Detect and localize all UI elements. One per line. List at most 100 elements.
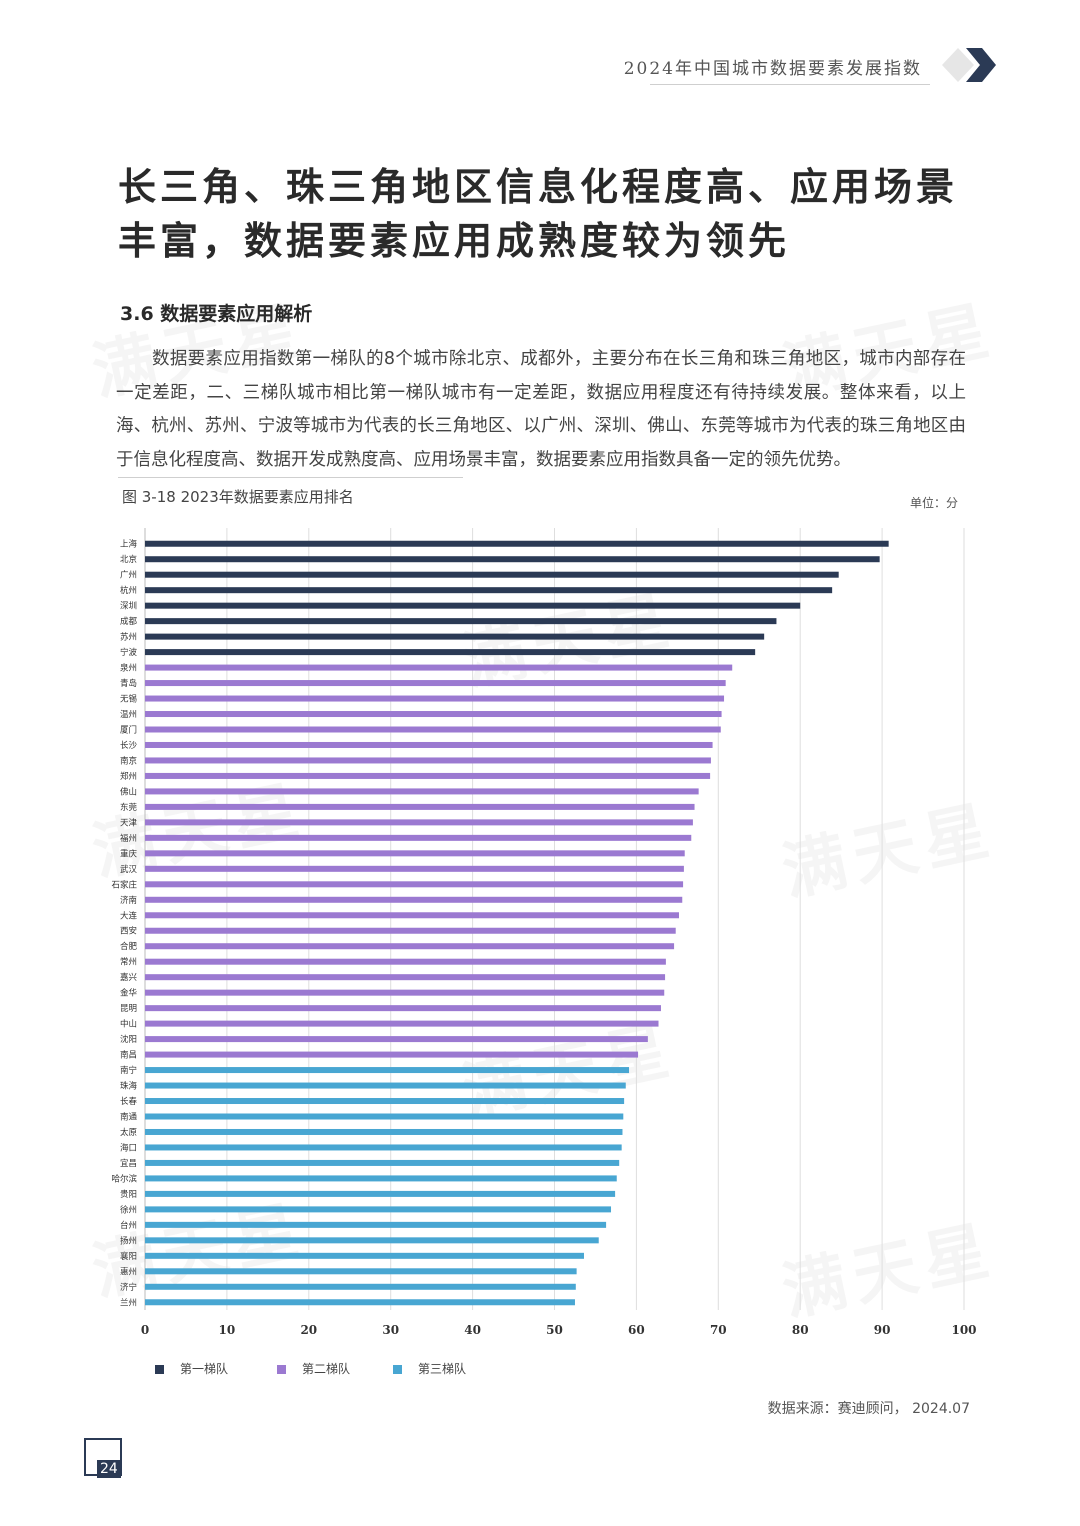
- category-label: 中山: [120, 1019, 137, 1030]
- category-label: 武汉: [120, 864, 138, 875]
- category-label: 济宁: [120, 1282, 137, 1293]
- category-label: 珠海: [120, 1081, 138, 1092]
- report-header-title: 2024年中国城市数据要素发展指数: [623, 59, 922, 79]
- bar: [145, 1051, 639, 1058]
- category-label: 常州: [120, 957, 137, 968]
- bar: [145, 989, 665, 996]
- category-label: 南宁: [120, 1065, 137, 1076]
- category-label: 长沙: [120, 740, 138, 751]
- bar: [145, 618, 777, 625]
- category-label: 宜昌: [120, 1158, 137, 1169]
- bar: [145, 711, 722, 718]
- category-label: 金华: [120, 988, 138, 999]
- bar: [145, 1175, 617, 1182]
- bar: [145, 1283, 576, 1290]
- bar: [145, 1020, 659, 1027]
- x-tick-label: 70: [710, 1323, 727, 1337]
- section-title: 3.6 数据要素应用解析: [120, 303, 313, 325]
- category-label: 天津: [120, 817, 138, 828]
- legend-label-tier2: 第二梯队: [302, 1362, 351, 1376]
- bar: [145, 943, 675, 950]
- bar: [145, 927, 676, 934]
- unit-label: 单位：分: [909, 496, 958, 510]
- bar: [145, 850, 685, 857]
- category-label: 大连: [120, 910, 138, 921]
- bar: [145, 540, 889, 547]
- bar: [145, 741, 713, 748]
- bar: [145, 602, 801, 609]
- bar: [145, 974, 666, 981]
- category-label: 海口: [120, 1142, 137, 1153]
- bar: [145, 1144, 622, 1151]
- bar: [145, 819, 693, 826]
- bar: [145, 1206, 612, 1213]
- category-label: 东莞: [120, 802, 138, 813]
- bar: [145, 571, 839, 578]
- category-label: 广州: [120, 570, 137, 581]
- category-label: 苏州: [120, 632, 137, 643]
- category-label: 郑州: [120, 771, 137, 782]
- legend-label-tier3: 第三梯队: [418, 1362, 467, 1376]
- bar: [145, 1221, 607, 1228]
- bar: [145, 664, 733, 671]
- bar: [145, 1190, 616, 1197]
- bar: [145, 680, 726, 687]
- x-tick-label: 100: [951, 1323, 976, 1337]
- page-headline: 长三角、珠三角地区信息化程度高、应用场景丰富，数据要素应用成熟度较为领先: [118, 164, 959, 263]
- category-label: 佛山: [120, 786, 137, 797]
- bar: [145, 1098, 625, 1105]
- ranking-bar-chart: 上海北京广州杭州深圳成都苏州宁波泉州青岛无锡温州厦门长沙南京郑州佛山东莞天津福州…: [111, 528, 977, 1337]
- x-tick-label: 60: [628, 1323, 645, 1337]
- category-label: 贵阳: [120, 1189, 137, 1200]
- legend-swatch-tier1: [155, 1365, 164, 1374]
- bar: [145, 1082, 626, 1089]
- category-label: 沈阳: [120, 1034, 137, 1045]
- category-label: 石家庄: [111, 879, 137, 890]
- bar: [145, 803, 695, 810]
- x-tick-label: 80: [792, 1323, 809, 1337]
- bar: [145, 757, 711, 764]
- bar: [145, 865, 684, 872]
- legend-item-tier1: 第一梯队: [155, 1360, 228, 1377]
- bar: [145, 695, 725, 702]
- bar: [145, 881, 684, 888]
- category-label: 济南: [120, 895, 137, 906]
- bar: [145, 1067, 630, 1074]
- legend-swatch-tier2: [277, 1365, 286, 1374]
- category-label: 兰州: [120, 1297, 137, 1308]
- category-label: 南昌: [120, 1050, 137, 1061]
- legend-label-tier1: 第一梯队: [180, 1362, 229, 1376]
- category-label: 泉州: [120, 663, 137, 674]
- bar: [145, 1237, 599, 1244]
- category-label: 南通: [120, 1112, 138, 1123]
- category-label: 襄阳: [120, 1251, 137, 1262]
- bar: [145, 726, 721, 733]
- bar: [145, 649, 756, 656]
- bar: [145, 896, 683, 903]
- bar: [145, 1252, 584, 1259]
- chevron-logo-icon: [942, 48, 996, 82]
- category-label: 哈尔滨: [111, 1173, 137, 1184]
- bar: [145, 772, 711, 779]
- bar: [145, 912, 679, 919]
- x-tick-label: 50: [546, 1323, 563, 1337]
- x-tick-label: 20: [300, 1323, 317, 1337]
- category-label: 太原: [120, 1127, 137, 1138]
- x-tick-label: 40: [464, 1323, 481, 1337]
- category-label: 无锡: [120, 695, 138, 705]
- bar: [145, 1036, 648, 1043]
- bar: [145, 633, 765, 640]
- x-tick-label: 10: [219, 1323, 236, 1337]
- header-divider: [650, 84, 930, 85]
- body-paragraph: 数据要素应用指数第一梯队的8个城市除北京、成都外，主要分布在长三角和珠三角地区，…: [116, 349, 966, 470]
- bar: [145, 587, 833, 594]
- bar: [145, 958, 666, 965]
- category-label: 重庆: [120, 848, 138, 859]
- category-label: 成都: [120, 616, 138, 627]
- category-label: 昆明: [120, 1004, 137, 1014]
- category-label: 扬州: [120, 1235, 137, 1246]
- category-label: 上海: [120, 539, 138, 550]
- bar: [145, 788, 699, 795]
- legend-item-tier3: 第三梯队: [393, 1360, 466, 1377]
- category-label: 青岛: [120, 678, 137, 689]
